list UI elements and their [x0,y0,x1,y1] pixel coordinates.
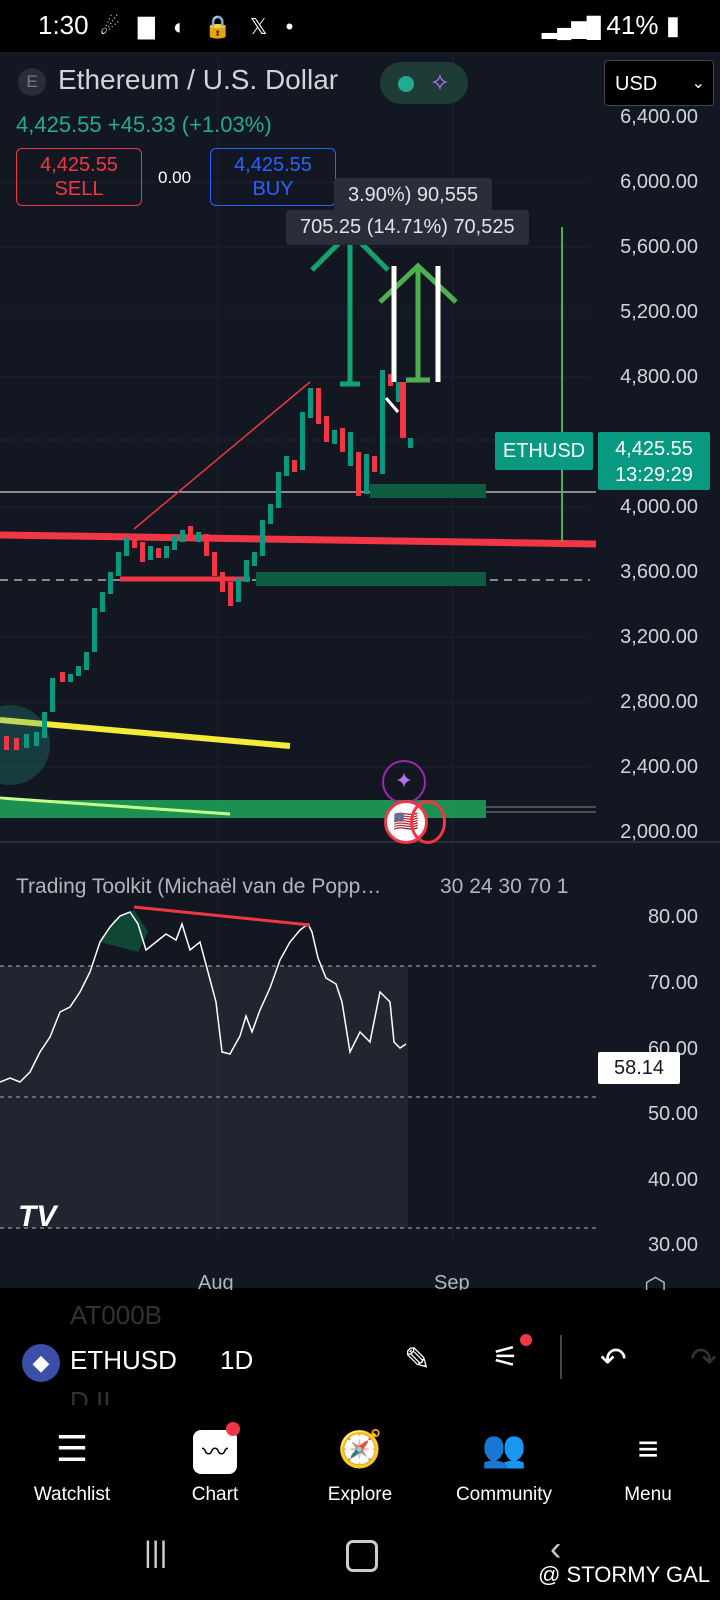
chevron-down-icon: ⌄ [691,75,705,92]
sell-price: 4,425.55 [40,154,118,176]
ethereum-logo-icon[interactable]: ◆ [22,1344,60,1382]
nav-label: Explore [327,1484,393,1505]
price-tick: 3,200.00 [620,626,698,648]
symbol-price-label: ETHUSD [495,432,593,470]
chart-canvas[interactable] [0,52,720,1288]
price-tick: 2,400.00 [620,756,698,778]
home-icon[interactable] [346,1540,378,1572]
bottom-nav [0,1405,720,1530]
rsi-tick: 80.00 [647,906,698,928]
price-tick: 6,000.00 [620,171,698,193]
notification-icons: ☄ ▇ ◐ 🔒 𝕏 • [100,14,300,39]
red-thin-trendline [133,381,311,530]
share-icon[interactable]: ⟡ [432,68,448,95]
yellow-trendline [0,717,291,749]
time-tick: Sep [434,1272,470,1294]
status-bar: 1:30 ☄ ▇ ◐ 🔒 𝕏 • ▂▄▆█ 41% ▮ [0,0,720,52]
nav-label: Community [455,1484,553,1505]
price-tick: 3,600.00 [620,561,698,583]
buy-button[interactable]: 4,425.55 BUY [210,148,336,206]
watermark: @ STORMY GAL [538,1562,710,1587]
buy-price: 4,425.55 [234,154,312,176]
live-dot-icon [398,76,414,92]
nav-chart[interactable]: 〰 Chart [145,1420,285,1506]
green-zone-upper [370,484,486,498]
last-price-label: 4,425.55 13:29:29 [598,432,710,490]
undo-icon[interactable]: ↶ [600,1341,627,1377]
price-tick: 5,200.00 [620,301,698,323]
price-tick: 4,000.00 [620,496,698,518]
nav-menu[interactable]: ≡ Menu [578,1420,718,1506]
currency-select[interactable]: USD ⌄ [604,60,714,106]
red-trendline [0,531,597,548]
rsi-tick: 50.00 [647,1103,698,1125]
time-tick: Aug [198,1272,234,1294]
notification-dot [520,1334,532,1346]
buy-label: BUY [252,178,294,200]
measure-tooltip: 705.25 (14.71%) 70,525 [286,210,529,245]
watchlist-icon: ☰ [55,1428,89,1469]
indicator-title[interactable]: Trading Toolkit (Michaël van de Popp… [16,875,382,898]
chart-icon: 〰 [145,1420,285,1478]
bar-countdown: 13:29:29 [615,464,693,486]
event-stack-icon[interactable] [410,800,446,844]
interval-select[interactable]: 1D [220,1345,254,1375]
redo-icon[interactable]: ↷ [690,1341,717,1377]
battery-indicator: ▂▄▆█ 41% ▮ [541,10,680,40]
light-green-line [0,796,231,816]
rsi-value-label: 58.14 [598,1052,680,1084]
price-tick: 2,800.00 [620,691,698,713]
pencil-icon[interactable]: ✎ [404,1341,431,1377]
symbol-logo[interactable]: E [18,68,46,96]
green-band [0,800,486,818]
battery-percent: 41% [606,10,659,40]
symbol-toolbar [0,1290,720,1404]
ghost-text-top: AT000B [70,1300,163,1330]
rsi-tick: 40.00 [647,1169,698,1191]
sell-label: SELL [54,178,104,200]
nav-explore[interactable]: 🧭 Explore [290,1420,430,1506]
recent-apps-icon[interactable]: ||| [144,1536,168,1569]
nav-label: Watchlist [33,1484,111,1505]
nav-community[interactable]: 👥 Community [434,1420,574,1506]
signal-icon: ▂▄▆█ [541,17,607,39]
spread-value: 0.00 [158,168,192,187]
price-tick: 2,000.00 [620,821,698,843]
measure-tooltip-top: 3.90%) 90,555 [334,178,493,213]
indicator-params[interactable]: 30 24 30 70 1 [440,875,569,898]
last-price: 4,425.55 [615,438,693,460]
compass-icon: 🧭 [337,1428,383,1469]
symbol-name[interactable]: ETHUSD [70,1345,177,1375]
green-zone-lower [256,572,486,586]
rsi-divergence-line [133,905,311,927]
nav-label: Chart [191,1484,239,1505]
price-tick: 4,800.00 [620,366,698,388]
projection-arrows [310,228,458,413]
rsi-line [0,911,407,1083]
toolbar-divider [560,1335,562,1379]
rsi-tick: 70.00 [647,972,698,994]
live-indicator[interactable] [380,62,468,104]
indicator-settings-icon[interactable]: ⚟ [492,1341,519,1374]
back-icon[interactable]: ‹ [550,1530,562,1568]
ai-spark-icon[interactable]: ✦ [382,760,426,804]
menu-icon: ≡ [637,1428,659,1469]
candles [4,370,413,750]
nav-label: Menu [624,1484,672,1505]
tradingview-logo-icon[interactable]: TV [18,1200,57,1233]
symbol-title[interactable]: Ethereum / U.S. Dollar [58,64,339,95]
price-tick: 6,400.00 [620,106,698,128]
chart-badge [226,1422,240,1436]
rsi-tick: 30.00 [647,1234,698,1256]
price-tick: 5,600.00 [620,236,698,258]
sell-button[interactable]: 4,425.55 SELL [16,148,142,206]
status-time: 1:30 [38,10,89,40]
people-icon: 👥 [481,1428,527,1469]
nav-watchlist[interactable]: ☰ Watchlist [2,1420,142,1506]
price-change: 4,425.55 +45.33 (+1.03%) [16,112,272,137]
